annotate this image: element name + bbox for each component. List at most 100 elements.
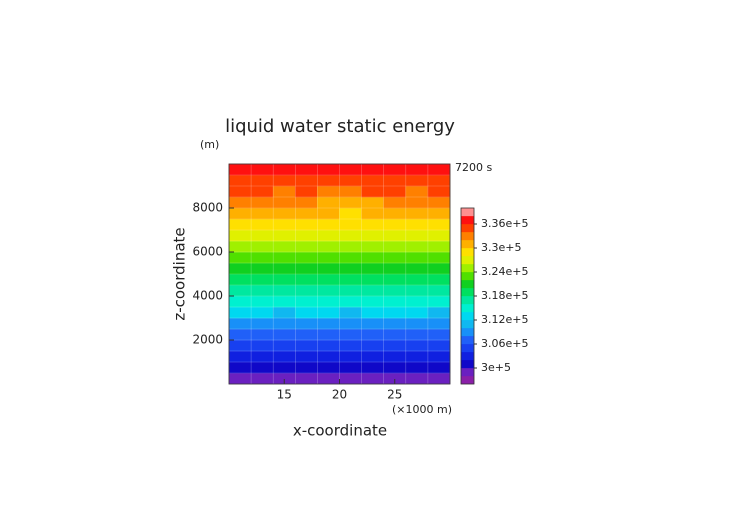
contour-cell xyxy=(405,251,429,264)
contour-cell xyxy=(339,196,362,209)
contour-cell xyxy=(294,284,318,297)
contour-cell xyxy=(250,218,274,231)
contour-cell xyxy=(228,163,252,176)
contour-cell xyxy=(272,361,296,374)
contour-cell xyxy=(228,350,252,363)
contour-cell xyxy=(228,317,252,330)
colorbar-band xyxy=(460,231,475,241)
contour-cell xyxy=(339,262,362,275)
contour-cell xyxy=(272,163,296,176)
contour-cell xyxy=(361,350,385,363)
contour-cell xyxy=(405,174,429,187)
contour-cell xyxy=(272,196,296,209)
colorbar-band xyxy=(460,327,475,337)
contour-cell xyxy=(405,273,429,286)
contour-cell xyxy=(272,306,296,319)
contour-cell xyxy=(250,262,274,275)
contour-cell xyxy=(427,339,451,352)
time-label: 7200 s xyxy=(455,161,492,174)
contour-cell xyxy=(294,317,318,330)
contour-cell xyxy=(361,262,385,275)
contour-cell xyxy=(405,350,429,363)
contour-cell xyxy=(339,295,362,308)
colorbar-band xyxy=(460,311,475,321)
contour-cell xyxy=(427,295,451,308)
contour-cell xyxy=(339,328,362,341)
contour-cell xyxy=(317,350,340,363)
contour-cell xyxy=(405,218,429,231)
contour-cell xyxy=(405,372,429,385)
x-tick-label: 15 xyxy=(277,388,292,402)
contour-cell xyxy=(317,262,340,275)
contour-cell xyxy=(272,229,296,242)
contour-cell xyxy=(427,163,451,176)
contour-cell xyxy=(294,229,318,242)
contour-cell xyxy=(294,295,318,308)
contour-cell xyxy=(383,196,407,209)
contour-cell xyxy=(361,372,385,385)
y-tick-label: 8000 xyxy=(192,201,223,215)
contour-cell xyxy=(228,273,252,286)
contour-cell xyxy=(405,339,429,352)
colorbar-band xyxy=(460,359,475,369)
contour-cell xyxy=(427,229,451,242)
contour-cell xyxy=(427,328,451,341)
colorbar-tick-label: 3e+5 xyxy=(481,361,511,374)
contour-cell xyxy=(383,218,407,231)
x-tick-label: 25 xyxy=(387,388,402,402)
contour-cell xyxy=(317,229,340,242)
contour-cell xyxy=(383,207,407,220)
colorbar-band xyxy=(460,271,475,281)
colorbar-band xyxy=(460,303,475,313)
contour-cell xyxy=(405,361,429,374)
contour-cell xyxy=(339,163,362,176)
colorbar-tick-label: 3.18e+5 xyxy=(481,289,528,302)
contour-cell xyxy=(361,163,385,176)
contour-cell xyxy=(294,207,318,220)
colorbar-band xyxy=(460,287,475,297)
contour-cell xyxy=(383,262,407,275)
contour-cell xyxy=(405,306,429,319)
contour-cell xyxy=(272,339,296,352)
contour-cell xyxy=(405,317,429,330)
contour-cell xyxy=(294,262,318,275)
contour-cell xyxy=(361,273,385,286)
contour-cell xyxy=(228,218,252,231)
colorbar-band xyxy=(460,207,475,217)
contour-cell xyxy=(339,317,362,330)
contour-cell xyxy=(294,185,318,198)
y-axis-label: z-coordinate xyxy=(171,227,189,320)
contour-cell xyxy=(339,229,362,242)
contour-cell xyxy=(272,295,296,308)
contour-cell xyxy=(361,361,385,374)
contour-cell xyxy=(361,229,385,242)
contour-cell xyxy=(405,229,429,242)
contour-cell xyxy=(228,240,252,253)
contour-cell xyxy=(250,328,274,341)
contour-cell xyxy=(339,174,362,187)
contour-cell xyxy=(228,372,252,385)
contour-cell xyxy=(317,361,340,374)
colorbar-tick-label: 3.3e+5 xyxy=(481,241,521,254)
contour-cell xyxy=(294,163,318,176)
contour-cell xyxy=(228,174,252,187)
contour-cell xyxy=(317,207,340,220)
contour-cell xyxy=(250,163,274,176)
contour-cell xyxy=(427,306,451,319)
contour-cell xyxy=(427,262,451,275)
contour-cell xyxy=(294,196,318,209)
x-unit: (×1000 m) xyxy=(392,403,452,416)
contour-cell xyxy=(383,251,407,264)
contour-cell xyxy=(427,350,451,363)
contour-cell xyxy=(294,339,318,352)
contour-cell xyxy=(228,339,252,352)
contour-cell xyxy=(228,361,252,374)
contour-cell xyxy=(272,284,296,297)
contour-cell xyxy=(427,372,451,385)
contour-cell xyxy=(294,328,318,341)
contour-cell xyxy=(272,328,296,341)
contour-cell xyxy=(272,262,296,275)
contour-cell xyxy=(294,361,318,374)
colorbar-tick-label: 3.06e+5 xyxy=(481,337,528,350)
